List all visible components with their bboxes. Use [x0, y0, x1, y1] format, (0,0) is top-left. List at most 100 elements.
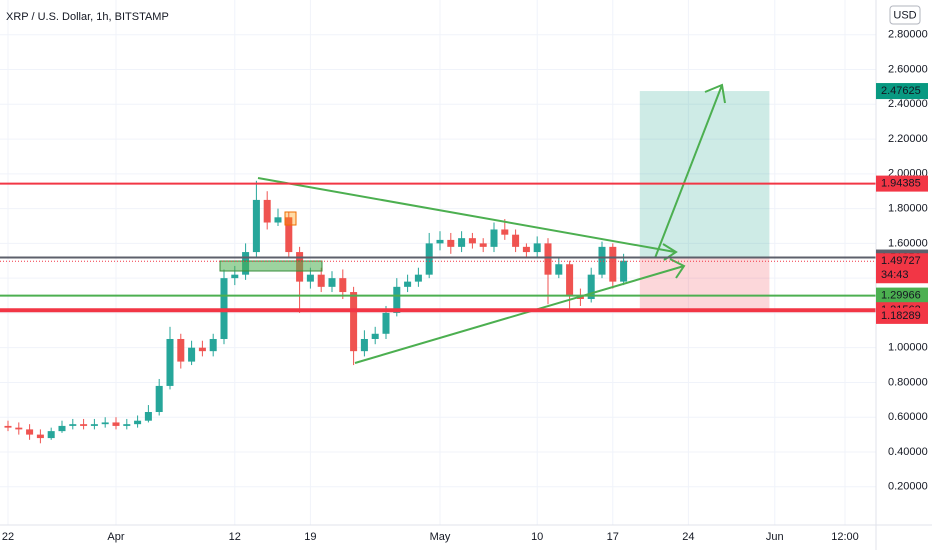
- price-tags: 2.476251.943851.518561.4972734:431.29966…: [876, 83, 928, 324]
- candle-body: [447, 239, 455, 247]
- position-tool: [639, 91, 770, 310]
- candle-body: [134, 420, 142, 425]
- currency-box: [889, 5, 921, 25]
- y-tick-label: 0.80000: [888, 376, 928, 388]
- chart-title: XRP / U.S. Dollar, 1h, BITSTAMP: [6, 11, 169, 23]
- price-tag-label: 1.94385: [881, 178, 921, 190]
- price-tag-label: 1.49727: [881, 255, 921, 267]
- x-tick-label: 19: [304, 531, 316, 543]
- candle-body: [155, 385, 163, 413]
- candle-body: [144, 412, 152, 421]
- candle-body: [285, 217, 293, 253]
- y-tick-label: 2.60000: [888, 63, 928, 75]
- price-tag: [876, 307, 928, 324]
- arrow-head: [704, 83, 726, 104]
- x-tick-label: 24: [682, 531, 694, 543]
- price-tag: [876, 287, 928, 304]
- zone-box: [284, 211, 297, 226]
- y-tick-label: 0.20000: [888, 481, 928, 493]
- y-tick-label: 2.80000: [888, 29, 928, 41]
- candle-body: [47, 431, 55, 439]
- candle-body: [414, 274, 422, 282]
- candle-body: [404, 281, 412, 287]
- x-tick-label: 22: [2, 531, 14, 543]
- candle-body: [263, 199, 271, 223]
- arrow: [654, 84, 723, 259]
- candle-body: [80, 424, 88, 426]
- candle-body: [123, 424, 131, 426]
- y-tick-label: 1.80000: [888, 203, 928, 215]
- candle-body: [166, 338, 174, 386]
- candle-body: [274, 217, 282, 223]
- trendline: [354, 265, 685, 364]
- y-tick-label: 1.00000: [888, 342, 928, 354]
- candle-body: [177, 338, 185, 362]
- price-tag: [876, 175, 928, 192]
- candle-body: [360, 338, 368, 352]
- candle-body: [198, 347, 206, 352]
- candle-body: [393, 286, 401, 313]
- candle-body: [371, 333, 379, 339]
- candle-body: [188, 347, 196, 362]
- candle-body: [69, 424, 77, 426]
- drawings: [219, 83, 726, 364]
- candle-body: [306, 274, 314, 282]
- candle-body: [339, 278, 347, 293]
- x-tick-label: 10: [531, 531, 543, 543]
- arrow-head: [669, 258, 686, 279]
- x-tick-label: 12: [229, 531, 241, 543]
- candle-body: [436, 239, 444, 244]
- x-tick-label: Apr: [107, 531, 124, 543]
- x-tick-label: May: [430, 531, 451, 543]
- candle-body: [4, 425, 12, 428]
- price-tag-label: 1.29966: [881, 289, 921, 301]
- candle-body: [512, 234, 520, 247]
- y-tick-label: 0.40000: [888, 446, 928, 458]
- candle-body: [490, 229, 498, 247]
- y-tick-label: 2.40000: [888, 98, 928, 110]
- candle-body: [317, 274, 325, 287]
- candle-body: [425, 243, 433, 275]
- candle-body: [209, 338, 217, 352]
- candle-body: [522, 246, 530, 253]
- currency: USD: [893, 9, 916, 21]
- candle-body: [112, 422, 120, 426]
- y-tick-label: 1.60000: [888, 237, 928, 249]
- candle-body: [101, 422, 109, 425]
- countdown: 34:43: [881, 269, 909, 281]
- candle-body: [458, 238, 466, 247]
- price-tag: [876, 253, 928, 284]
- candle-body: [90, 424, 98, 426]
- candle-body: [566, 264, 574, 296]
- candle-body: [382, 312, 390, 334]
- y-tick-label: 0.60000: [888, 411, 928, 423]
- price-tag: [876, 83, 928, 100]
- candle-body: [533, 243, 541, 253]
- zone-box: [219, 260, 323, 272]
- candle-body: [587, 274, 595, 300]
- candle-body: [231, 274, 239, 279]
- price-tag-label: 1.18289: [881, 310, 921, 322]
- x-tick-label: 12:00: [831, 531, 859, 543]
- target-zone: [639, 91, 770, 258]
- x-tick-label: 17: [607, 531, 619, 543]
- candle-body: [479, 243, 487, 247]
- candle-body: [58, 425, 66, 432]
- x-tick-label: Jun: [766, 531, 784, 543]
- candle-body: [328, 278, 336, 287]
- candle-body: [26, 429, 34, 435]
- candle-body: [555, 264, 563, 275]
- candle-body: [620, 260, 628, 282]
- trendline: [257, 177, 676, 253]
- candle-body: [468, 238, 476, 244]
- price-tag-label: 2.47625: [881, 85, 921, 97]
- y-tick-label: 2.20000: [888, 133, 928, 145]
- candle-body: [598, 246, 606, 275]
- candle-body: [501, 229, 509, 235]
- candle-body: [252, 199, 260, 253]
- candle-body: [350, 292, 358, 352]
- stop-zone: [639, 257, 770, 310]
- candle-body: [609, 246, 617, 282]
